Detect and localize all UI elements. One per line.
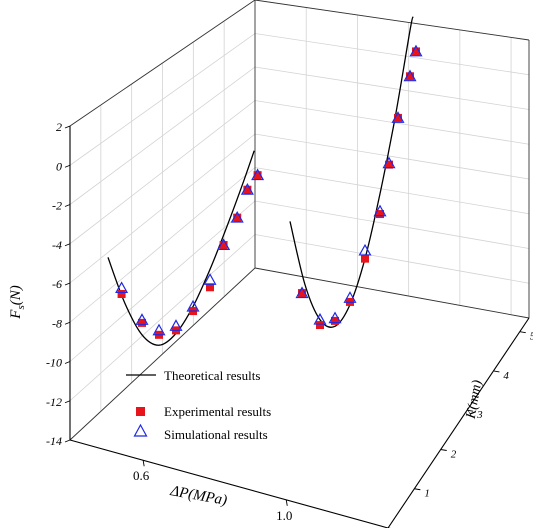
- simulational-marker: [343, 291, 357, 303]
- experimental-marker: [361, 254, 369, 263]
- experimental-marker: [316, 321, 324, 330]
- x-tick-label: 0.6: [133, 468, 150, 483]
- legend: Theoretical results Experimental results…: [126, 368, 271, 442]
- simulational-marker: [409, 44, 423, 57]
- data-markers: [115, 44, 423, 339]
- legend-label-simulational: Simulational results: [164, 427, 268, 442]
- simulational-marker: [313, 312, 327, 325]
- y-tick-mark: [466, 409, 474, 412]
- z-tick-mark: [64, 164, 71, 168]
- experimental-marker: [206, 283, 214, 292]
- experimental-marker: [331, 316, 339, 325]
- y-tick-mark: [440, 449, 447, 451]
- y-tick-mark: [519, 331, 526, 334]
- experimental-marker: [394, 113, 402, 122]
- experimental-marker: [385, 160, 393, 169]
- experimental-marker: [376, 210, 384, 219]
- z-tick-label: 0: [56, 159, 62, 173]
- frame-edge: [254, 267, 530, 319]
- z-tick-label: -6: [52, 277, 62, 291]
- z-tick-label: -12: [46, 395, 62, 409]
- frame-edge: [254, 0, 530, 41]
- z-tick-label: -2: [52, 199, 62, 213]
- y-tick-label: 4: [503, 370, 509, 382]
- z-tick-mark: [64, 439, 71, 443]
- simulational-marker: [295, 286, 309, 299]
- z-axis-label-sub: s: [15, 305, 27, 309]
- z-tick-mark: [64, 361, 71, 364]
- experimental-marker: [298, 289, 306, 298]
- simulational-marker: [382, 156, 396, 169]
- x-tick-mark: [285, 499, 288, 506]
- y-tick-mark: [493, 370, 500, 373]
- y-tick-label: 2: [451, 448, 457, 460]
- simulational-marker: [251, 168, 265, 181]
- theoretical-curve-1: [289, 16, 414, 328]
- simulational-marker: [240, 182, 254, 195]
- simulational-marker: [391, 111, 405, 123]
- simulational-marker: [328, 311, 342, 324]
- y-tick-label: 3: [476, 409, 483, 421]
- z-tick-label: -8: [52, 316, 62, 330]
- simulational-marker: [169, 319, 183, 331]
- z-tick-mark: [64, 125, 71, 129]
- z-tick-mark: [64, 282, 71, 286]
- legend-label-theoretical: Theoretical results: [164, 368, 260, 383]
- z-tick-mark: [64, 400, 71, 404]
- z-axis-label: Fs(N): [8, 285, 27, 319]
- simulational-marker: [403, 69, 417, 82]
- theoretical-curves: [107, 16, 414, 346]
- legend-triangle-marker: [133, 423, 148, 437]
- experimental-marker: [219, 241, 228, 250]
- y-tick-label: 1: [424, 488, 430, 500]
- simulational-marker: [373, 204, 387, 217]
- simulational-marker: [115, 281, 129, 294]
- tick-labels: 20-2-4-6-8-10-12-140.61.0012345: [46, 120, 533, 528]
- experimental-marker: [117, 290, 126, 298]
- experimental-marker: [138, 318, 146, 327]
- z-tick-label: -14: [46, 434, 62, 448]
- z-tick-mark: [64, 204, 71, 207]
- axis-frame: [69, 0, 530, 528]
- experimental-marker: [253, 171, 262, 180]
- legend-label-experimental: Experimental results: [164, 404, 271, 419]
- experimental-marker: [412, 47, 420, 56]
- simulational-marker: [217, 238, 231, 251]
- simulational-marker: [358, 243, 372, 256]
- z-tick-label: 2: [56, 120, 62, 134]
- z-tick-label: -4: [52, 238, 62, 252]
- z-tick-mark: [64, 321, 71, 325]
- x-tick-mark: [142, 460, 145, 467]
- y-tick-label: 5: [530, 331, 533, 343]
- legend-square-marker: [136, 407, 145, 416]
- experimental-marker: [243, 185, 252, 194]
- y-axis-label: K(mm): [464, 379, 486, 421]
- x-axis-line: [69, 439, 389, 528]
- theoretical-curve-0: [107, 150, 255, 346]
- simulational-marker: [203, 273, 217, 285]
- simulational-marker: [135, 313, 149, 325]
- frame-edge: [69, 0, 256, 127]
- z-tick-label: -10: [46, 356, 62, 370]
- z-axis-label-suffix: (N): [8, 285, 24, 305]
- x-axis-label: ΔP(MPa): [168, 483, 228, 509]
- experimental-marker: [406, 72, 414, 81]
- frame-edge: [69, 267, 256, 441]
- simulational-marker: [186, 299, 200, 312]
- simulational-marker: [230, 210, 244, 223]
- x-tick-label: 1.0: [276, 508, 292, 523]
- y-axis-line: [387, 317, 530, 528]
- grid-lines: [69, 0, 530, 441]
- experimental-marker: [233, 213, 242, 222]
- y-tick-mark: [414, 488, 421, 491]
- simulational-marker: [152, 323, 166, 336]
- z-tick-mark: [64, 243, 71, 247]
